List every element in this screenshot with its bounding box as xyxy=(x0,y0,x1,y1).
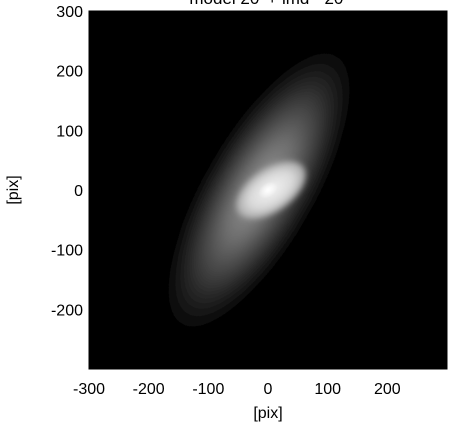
y-tick-label: -200 xyxy=(51,302,83,319)
y-tick-label: 100 xyxy=(56,123,83,140)
x-tick-label: 0 xyxy=(264,381,273,398)
x-tick-label: 100 xyxy=(314,381,341,398)
x-tick-label: -100 xyxy=(192,381,224,398)
chart-title: model 20' + lmd - 20' xyxy=(189,0,346,8)
y-tick-label: -100 xyxy=(51,243,83,260)
x-tick-label: -200 xyxy=(133,381,165,398)
y-tick-label: 300 xyxy=(56,4,83,21)
image-components xyxy=(164,47,354,333)
y-axis-label: [pix] xyxy=(5,175,22,204)
x-axis-label: [pix] xyxy=(253,405,282,422)
component-nucleus xyxy=(258,181,278,199)
y-axis: -200 -100 0 100 200 300 xyxy=(51,4,447,319)
y-tick-label: 200 xyxy=(56,64,83,81)
x-tick-label: 200 xyxy=(374,381,401,398)
y-tick-label: 0 xyxy=(74,183,83,200)
x-axis: -300 -200 -100 0 100 200 xyxy=(73,11,401,398)
minor-ticks xyxy=(89,11,447,369)
x-tick-label: -300 xyxy=(73,381,105,398)
